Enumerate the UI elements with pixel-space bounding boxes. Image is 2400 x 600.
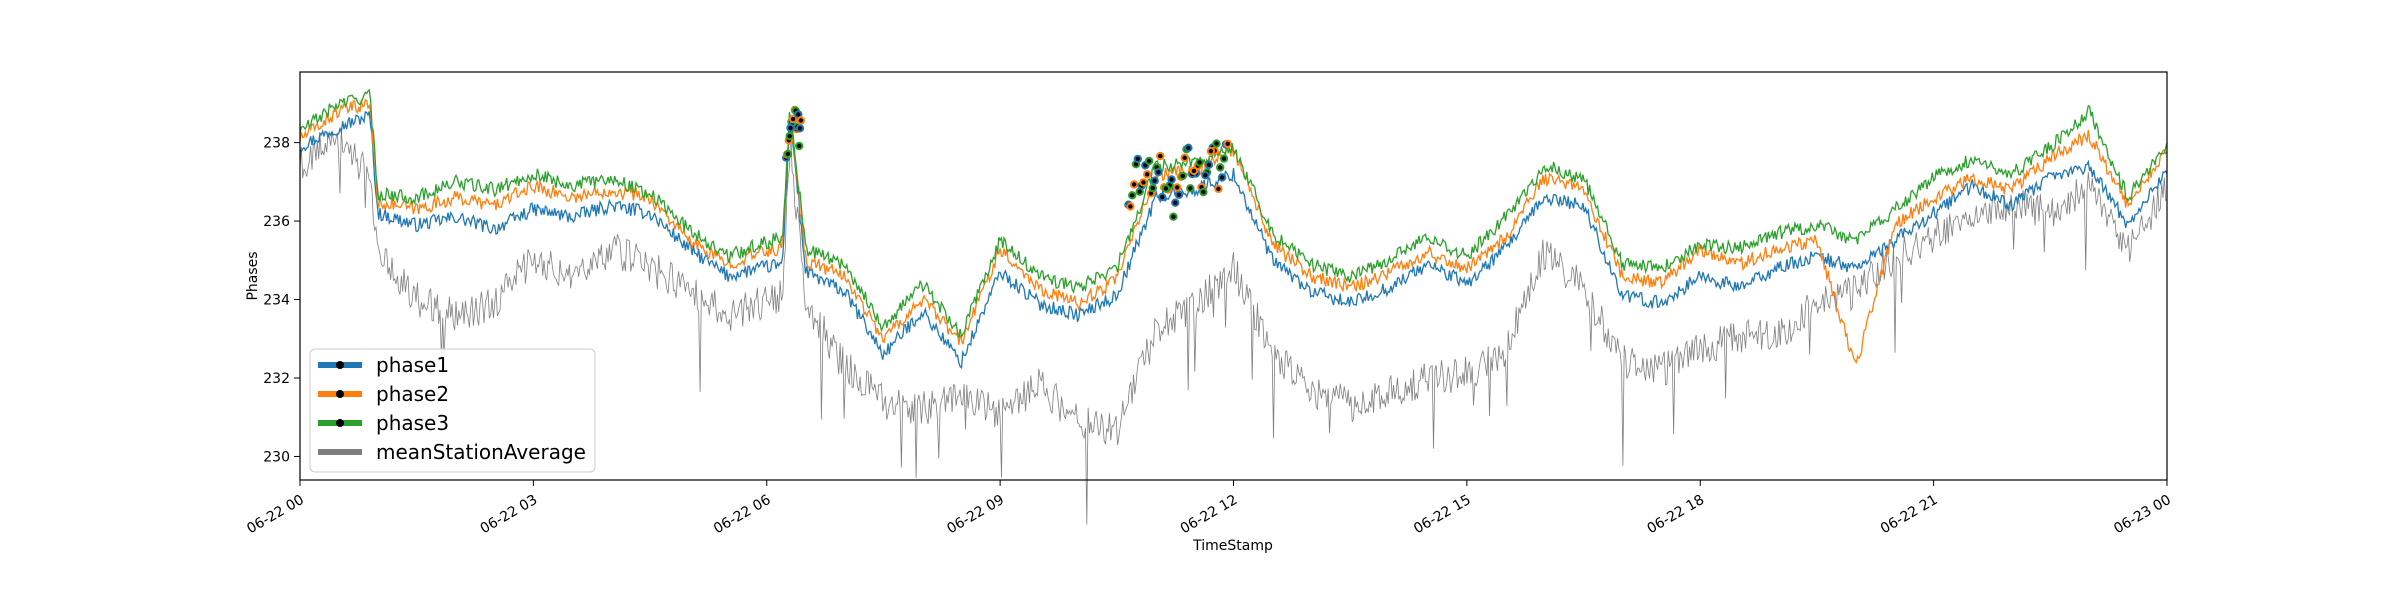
marker-point (1156, 151, 1165, 161)
legend-label-phase1: phase1 (376, 353, 449, 377)
marker-point (796, 116, 806, 125)
marker-point (1173, 183, 1182, 192)
legend-box (309, 348, 596, 473)
marker-point (1143, 170, 1152, 179)
y-tick-label: 234 (263, 293, 290, 309)
marker-point (795, 124, 805, 133)
marker-point (1148, 183, 1158, 193)
marker-point (1219, 154, 1229, 163)
marker-point (1133, 154, 1143, 164)
series-line-phase2 (299, 98, 2168, 364)
marker-point (1180, 153, 1189, 163)
series-layer (299, 88, 2168, 525)
marker-point (788, 114, 798, 124)
marker-point (1206, 147, 1216, 156)
marker-point (1195, 158, 1204, 167)
x-axis-label: TimeStamp (1192, 538, 1273, 554)
marker-point (1214, 184, 1223, 194)
y-tick-label: 238 (263, 136, 290, 152)
legend-marker-phase1 (336, 361, 344, 369)
marker-point (1154, 168, 1163, 177)
y-tick-label: 232 (263, 371, 290, 387)
marker-point (1161, 184, 1171, 193)
legend-label-phase3: phase3 (376, 411, 449, 435)
series-line-phase1 (299, 111, 2168, 370)
marker-point (1158, 192, 1167, 202)
marker-layer (782, 105, 1232, 221)
marker-point (1139, 178, 1148, 187)
y-tick-label: 236 (263, 214, 290, 230)
marker-point (795, 141, 804, 151)
marker-point (1204, 160, 1214, 170)
marker-point (1217, 173, 1227, 182)
marker-point (1184, 143, 1193, 153)
marker-point (1216, 163, 1225, 172)
marker-point (785, 131, 794, 141)
marker-point (1167, 175, 1176, 184)
marker-point (1223, 139, 1232, 149)
legend-label-meanStationAverage: meanStationAverage (376, 440, 586, 464)
marker-point (1178, 171, 1188, 181)
marker-point (1169, 212, 1178, 221)
marker-point (1144, 156, 1154, 166)
marker-point (783, 149, 793, 159)
marker-point (1129, 180, 1139, 189)
marker-point (1171, 198, 1180, 207)
marker-point (1201, 171, 1210, 180)
y-axis: 230 232 234 236 238 (263, 136, 300, 465)
y-tick-label: 230 (263, 449, 290, 465)
legend: phase1 phase2 phase3 meanStationAverage (309, 348, 596, 473)
marker-point (1150, 176, 1159, 185)
marker-point (1212, 139, 1221, 148)
marker-point (1174, 190, 1184, 200)
marker-point (1189, 166, 1199, 176)
series-line-phase3 (299, 88, 2168, 339)
marker-point (1186, 184, 1195, 193)
y-axis-label: Phases (245, 251, 261, 300)
legend-marker-phase3 (336, 419, 344, 427)
marker-point (1199, 187, 1208, 197)
marker-point (786, 123, 795, 133)
marker-point (1128, 191, 1137, 200)
legend-label-phase2: phase2 (376, 382, 449, 406)
series-line-meanStationAverage (299, 128, 2168, 525)
legend-marker-phase2 (336, 390, 344, 398)
marker-point (1126, 202, 1135, 211)
